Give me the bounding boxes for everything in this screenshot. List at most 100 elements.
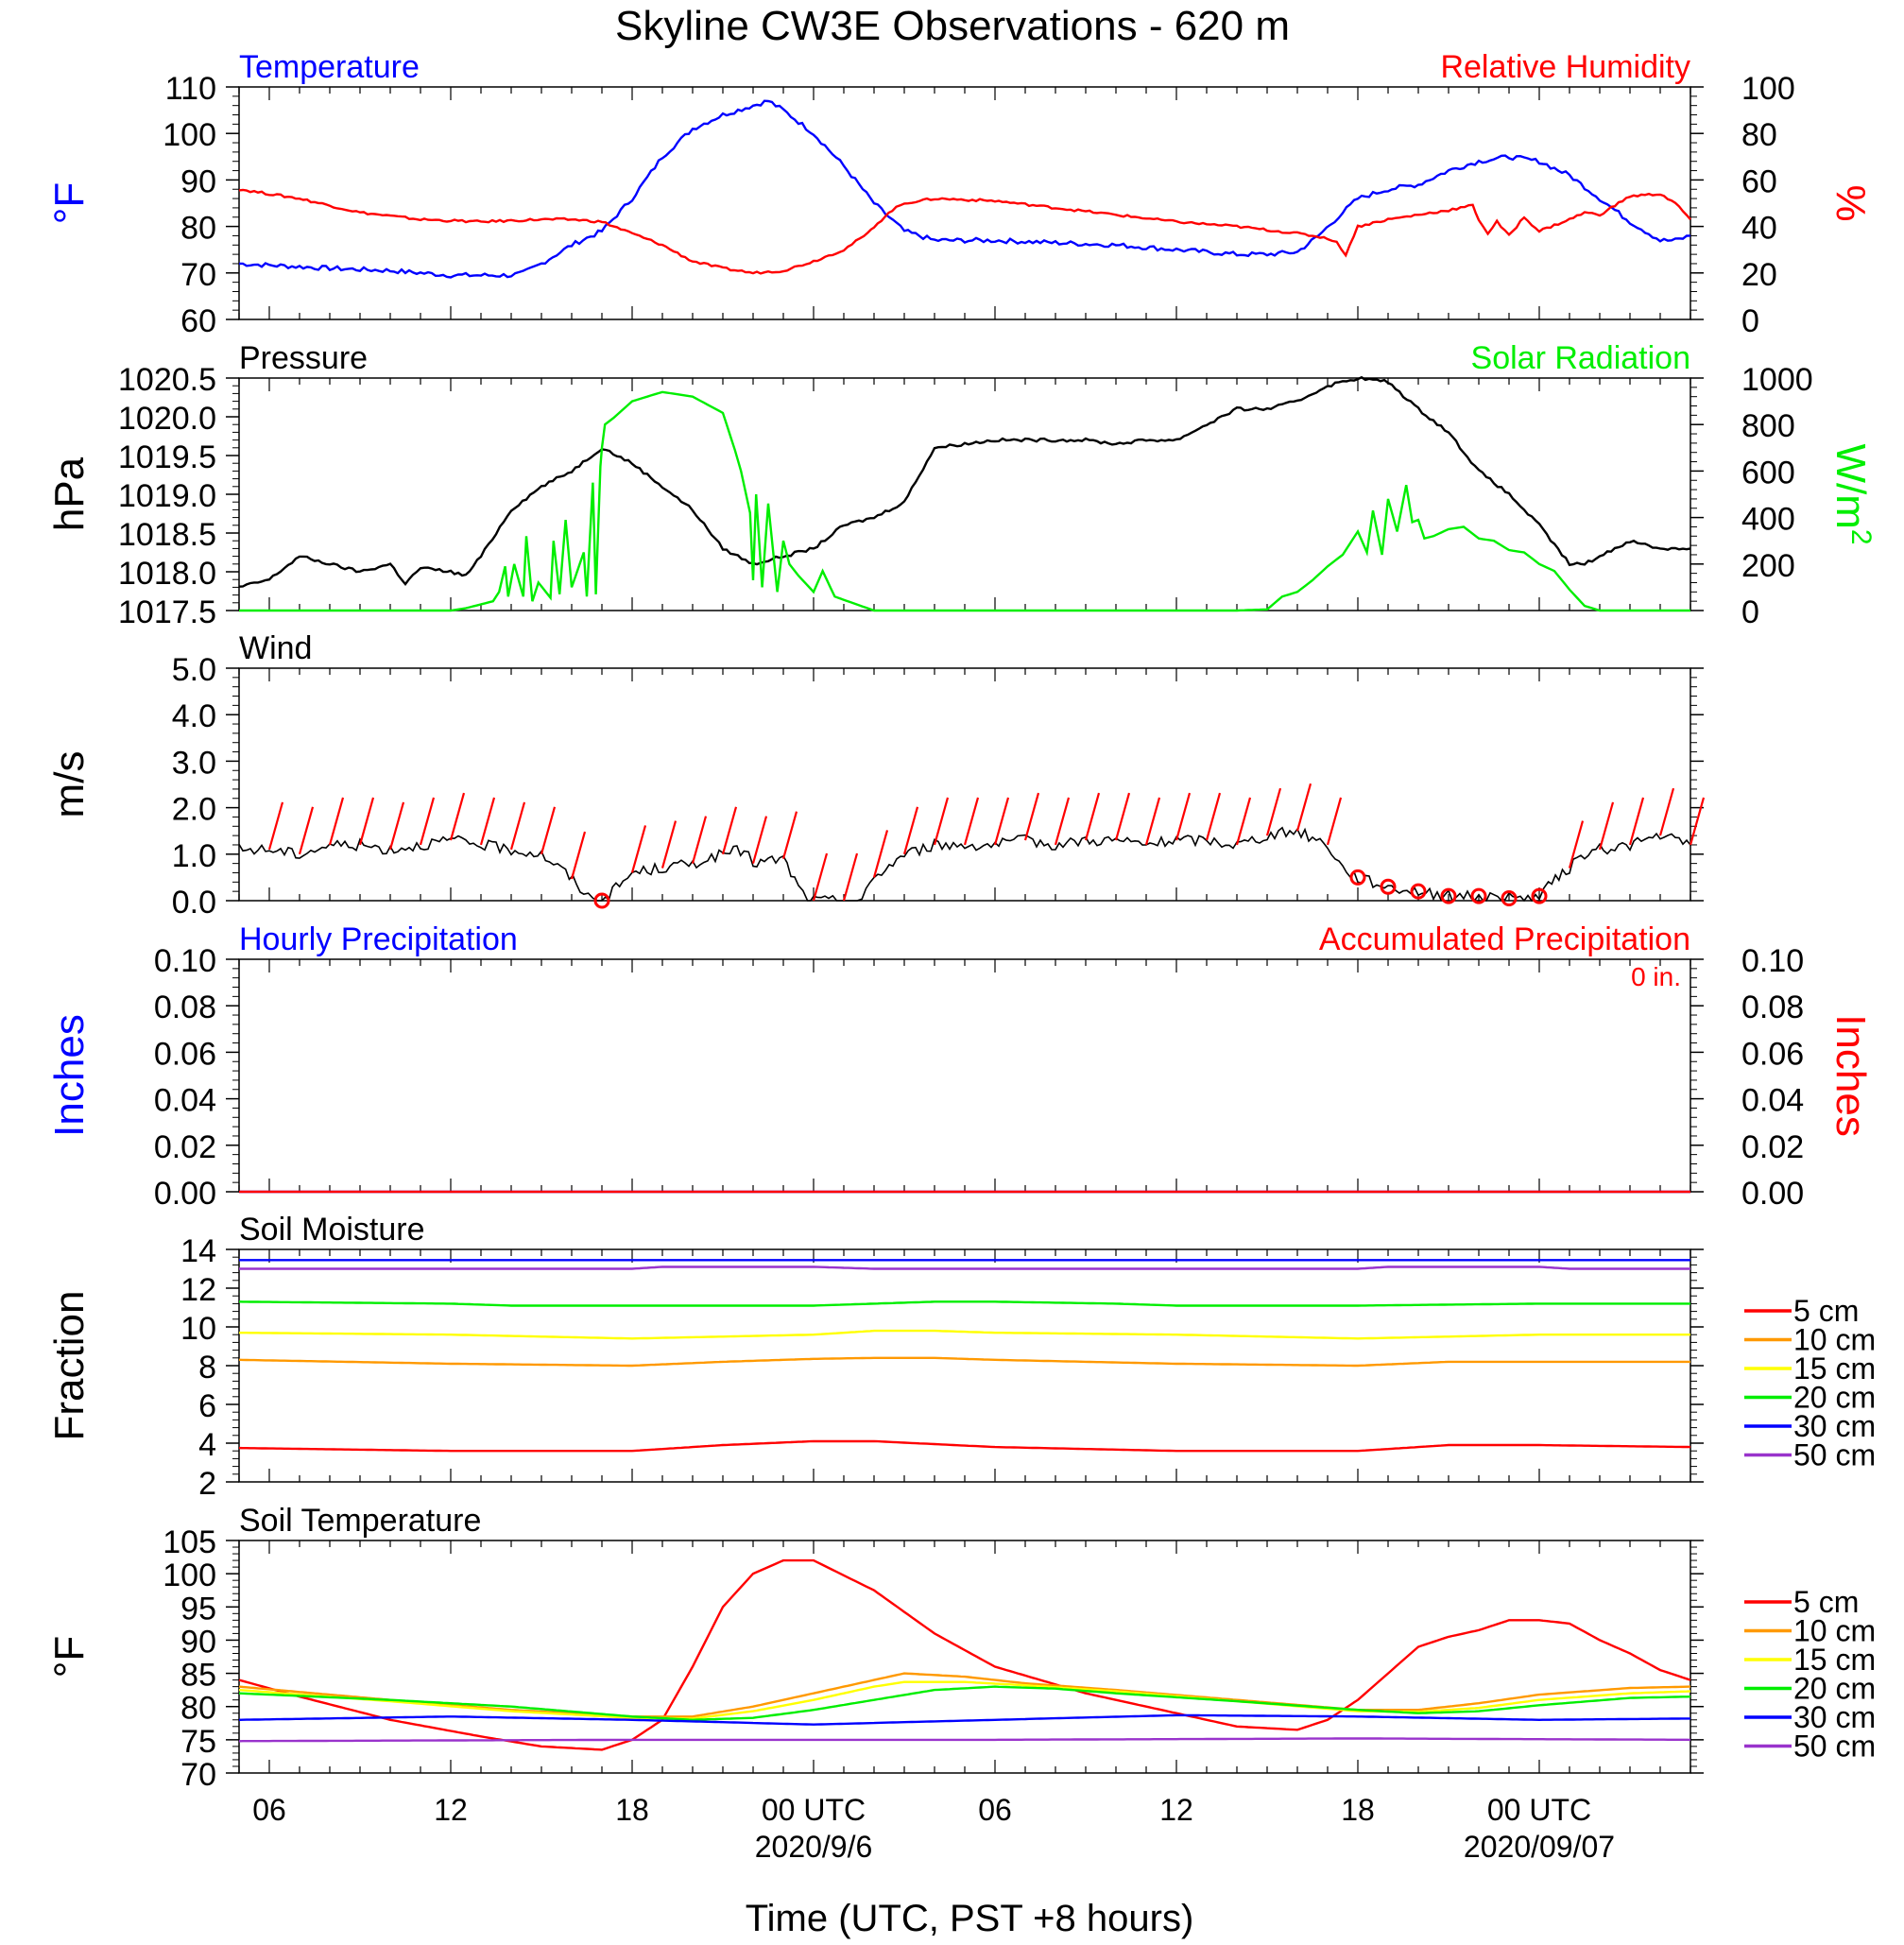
wind-barb <box>479 797 496 846</box>
legend-label: 10 cm <box>1793 1323 1876 1357</box>
y-tick-label: 100 <box>163 117 216 153</box>
y-tick-label: 1.0 <box>172 838 216 874</box>
wind-barb <box>721 806 738 855</box>
wind-barb <box>540 806 557 855</box>
y2-tick-label: 40 <box>1741 211 1777 247</box>
panel-pressure-solar: 1017.51018.01018.51019.01019.51020.01020… <box>46 340 1877 630</box>
wind-barb <box>1175 792 1192 841</box>
wind-barb <box>298 806 315 855</box>
y-tick-label: 105 <box>163 1524 216 1560</box>
x-tick-label: 18 <box>615 1793 649 1827</box>
y-tick-label: 1019.5 <box>118 439 216 475</box>
y-axis-units: Inches <box>46 1014 93 1137</box>
legend-label: 15 cm <box>1793 1643 1876 1677</box>
wind-barb <box>751 816 768 864</box>
wind-calm-marker <box>1410 883 1427 900</box>
wind-barb <box>781 811 798 860</box>
wind-barb <box>963 797 980 846</box>
wind-barb <box>660 820 678 869</box>
x-tick-label: 00 UTC <box>1487 1793 1591 1827</box>
y2-units-text: Inches <box>1827 1014 1874 1137</box>
y-axis-units: hPa <box>46 456 93 531</box>
x-axis-label: Time (UTC, PST +8 hours) <box>746 1898 1194 1939</box>
wind-barb <box>933 797 950 846</box>
x-tick-label: 12 <box>1159 1793 1193 1827</box>
wind-barb <box>902 806 919 855</box>
series-line-15-cm <box>238 1680 1691 1720</box>
x-tick-label: 06 <box>978 1793 1012 1827</box>
series-line-10-cm <box>238 1356 1690 1368</box>
y2-tick-label: 800 <box>1741 408 1795 444</box>
chart-title: Skyline CW3E Observations - 620 m <box>615 3 1290 49</box>
y-tick-label: 0.02 <box>154 1129 216 1165</box>
series-line-20-cm <box>238 1685 1691 1722</box>
wind-barb <box>842 852 859 902</box>
y-tick-label: 3.0 <box>172 745 216 781</box>
y-tick-label: 80 <box>180 211 216 247</box>
wind-barb <box>1265 787 1282 836</box>
legend-label: 20 cm <box>1793 1381 1876 1415</box>
y2-units-text: W/m <box>1827 443 1874 528</box>
wind-calm-marker <box>593 892 610 909</box>
y2-tick-label: 0.06 <box>1741 1036 1804 1072</box>
y-tick-label: 0.04 <box>154 1083 216 1119</box>
series-line-15-cm <box>239 1329 1690 1340</box>
plot-frame <box>238 958 1691 1193</box>
y2-units-superscript: 2 <box>1845 529 1877 545</box>
series-line-temperature <box>238 99 1691 279</box>
wind-barb <box>267 801 284 851</box>
panel-title: Temperature <box>239 49 420 85</box>
wind-calm-marker <box>1501 890 1518 907</box>
plot-frame <box>238 667 1691 902</box>
y-tick-label: 0.0 <box>172 885 216 921</box>
y2-tick-label: 0 <box>1741 594 1759 630</box>
wind-barb <box>630 825 647 873</box>
wind-barb <box>872 830 889 878</box>
wind-barb <box>419 797 436 846</box>
accumulated-total-label: 0 in. <box>1631 962 1681 991</box>
y-axis-units: Fraction <box>46 1291 93 1441</box>
y-axis-units: m/s <box>46 751 93 818</box>
y-axis-units: °F <box>46 1636 93 1678</box>
y-tick-label: 1019.0 <box>118 478 216 514</box>
y-tick-label: 1018.0 <box>118 556 216 592</box>
y-tick-label: 85 <box>180 1658 216 1694</box>
y2-tick-label: 1000 <box>1741 362 1813 398</box>
panel-title: Soil Moisture <box>239 1212 425 1248</box>
y-tick-label: 70 <box>180 257 216 293</box>
legend-label: 5 cm <box>1793 1294 1859 1328</box>
x-tick-label: 06 <box>252 1793 286 1827</box>
y2-tick-label: 0.02 <box>1741 1129 1804 1165</box>
series-line-50-cm <box>238 1737 1691 1743</box>
series-line-10-cm <box>238 1672 1691 1718</box>
panel-title-right: Accumulated Precipitation <box>1319 921 1690 957</box>
y-tick-label: 90 <box>180 164 216 199</box>
wind-barb <box>993 797 1010 846</box>
legend-label: 30 cm <box>1793 1700 1876 1734</box>
wind-calm-marker <box>1440 887 1457 904</box>
wind-barb <box>1689 797 1706 846</box>
panel-title: Hourly Precipitation <box>239 921 518 957</box>
wind-barb <box>1326 797 1343 846</box>
wind-barb <box>1084 792 1101 841</box>
y-tick-label: 5.0 <box>172 652 216 688</box>
y2-tick-label: 400 <box>1741 502 1795 538</box>
panel-title: Wind <box>239 630 312 666</box>
panel-title: Pressure <box>239 340 368 376</box>
series-line-5-cm <box>238 1558 1691 1751</box>
panel-title-right: Solar Radiation <box>1471 340 1690 376</box>
y-tick-label: 10 <box>180 1311 216 1347</box>
x-tick-label: 18 <box>1341 1793 1375 1827</box>
y2-tick-label: 0.00 <box>1741 1176 1804 1212</box>
y-tick-label: 1020.0 <box>118 401 216 437</box>
wind-calm-marker <box>1470 887 1487 904</box>
wind-barb <box>1628 797 1645 846</box>
series-line-20-cm <box>238 1300 1690 1307</box>
x-tick-label: 12 <box>434 1793 468 1827</box>
y2-tick-label: 60 <box>1741 164 1777 199</box>
y-tick-label: 1018.5 <box>118 517 216 553</box>
y-tick-label: 75 <box>180 1724 216 1760</box>
wind-barb <box>328 797 345 846</box>
